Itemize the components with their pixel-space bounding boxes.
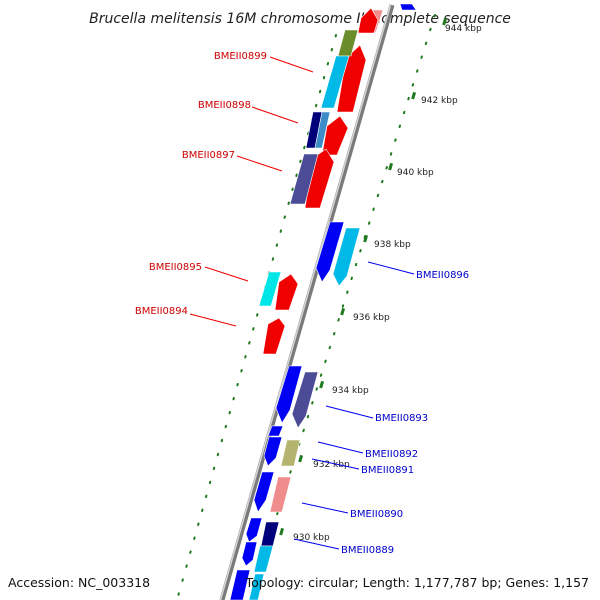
tick-label-942: 942 kbp (421, 96, 458, 106)
gene-arrow (253, 545, 274, 573)
tick-mark-932 (298, 454, 304, 463)
gene-labels: BMEII0899 BMEII0898 BMEII0897 BMEII0895 … (135, 51, 469, 556)
gene-arrow (263, 436, 283, 467)
gene-label-bmeii0892[interactable]: BMEII0892 (365, 449, 418, 460)
gene-arrow (267, 425, 284, 437)
tick-mark-938 (363, 234, 369, 243)
leader-line-bmeii0898 (251, 106, 299, 124)
leader-line-bmeii0891 (311, 458, 360, 470)
tick-labels: 944 kbp 942 kbp 940 kbp 938 kbp 936 kbp … (293, 24, 482, 543)
forward-strand-genes (262, 7, 384, 355)
tick-rings (176, 14, 436, 600)
gene-label-bmeii0894[interactable]: BMEII0894 (135, 306, 188, 317)
leader-line-bmeii0897 (236, 155, 283, 172)
gene-arrow (229, 569, 251, 600)
tick-label-932: 932 kbp (313, 460, 350, 470)
leader-line-bmeii0894 (189, 313, 237, 327)
gene-label-bmeii0897[interactable]: BMEII0897 (182, 150, 235, 161)
gene-label-bmeii0899[interactable]: BMEII0899 (214, 51, 267, 62)
tick-mark-930 (279, 527, 285, 536)
tick-label-936: 936 kbp (353, 313, 390, 323)
tick-label-938: 938 kbp (374, 240, 411, 250)
tick-mark-934 (319, 380, 325, 389)
gene-label-bmeii0893[interactable]: BMEII0893 (375, 413, 428, 424)
leader-line-bmeii0892 (317, 441, 364, 454)
tick-mark-940 (388, 162, 394, 171)
tick-mark-942 (411, 91, 417, 100)
leader-lines (189, 56, 415, 550)
left-features (258, 29, 359, 307)
gene-arrow (280, 439, 301, 467)
gene-arrow (262, 317, 286, 355)
chromosome-backbone-highlight (219, 4, 392, 600)
tick-label-940: 940 kbp (397, 168, 434, 178)
leader-line-bmeii0899 (269, 56, 314, 73)
gene-arrow (357, 7, 379, 34)
leader-line-bmeii0896 (367, 261, 415, 275)
gene-arrow (321, 115, 349, 156)
leader-line-bmeii0895 (204, 266, 249, 282)
gene-label-bmeii0890[interactable]: BMEII0890 (350, 509, 403, 520)
gene-label-bmeii0898[interactable]: BMEII0898 (198, 100, 251, 111)
gene-arrow (332, 227, 361, 287)
gene-arrow (253, 471, 275, 513)
tick-label-930: 930 kbp (293, 533, 330, 543)
gene-label-bmeii0889[interactable]: BMEII0889 (341, 545, 394, 556)
gene-label-bmeii0895[interactable]: BMEII0895 (149, 262, 202, 273)
tick-mark-944 (442, 17, 448, 26)
leader-line-bmeii0890 (301, 502, 349, 514)
accession-text: Accession: NC_003318 (8, 575, 150, 590)
gene-arrow (274, 273, 299, 311)
gene-arrow (258, 271, 282, 307)
chromosome-backbone (219, 4, 395, 600)
reverse-strand-genes (229, 3, 417, 600)
gene-arrow (260, 521, 280, 547)
gene-arrow (248, 573, 265, 600)
gene-arrow (291, 371, 319, 429)
gene-label-bmeii0896[interactable]: BMEII0896 (416, 270, 469, 281)
gene-arrow (241, 541, 258, 567)
gene-arrow (320, 55, 350, 109)
map-title: Brucella melitensis 16M chromosome II, c… (89, 11, 511, 27)
gene-label-bmeii0891[interactable]: BMEII0891 (361, 465, 414, 476)
gene-arrow (269, 476, 292, 513)
leader-line-bmeii0889 (293, 538, 340, 550)
tick-marks (279, 17, 448, 536)
gene-arrow (315, 221, 345, 283)
tick-label-934: 934 kbp (332, 386, 369, 396)
gene-arrow (289, 153, 319, 205)
gene-arrow (245, 517, 263, 543)
topology-summary: Topology: circular; Length: 1,177,787 bp… (245, 575, 589, 590)
gene-arrow (399, 3, 417, 11)
gene-arrow (314, 111, 331, 149)
leader-line-bmeii0893 (325, 405, 374, 419)
tick-label-944: 944 kbp (445, 24, 482, 34)
tick-mark-936 (340, 307, 346, 316)
gene-arrow (275, 365, 303, 424)
outer-tick-ring (249, 14, 436, 600)
